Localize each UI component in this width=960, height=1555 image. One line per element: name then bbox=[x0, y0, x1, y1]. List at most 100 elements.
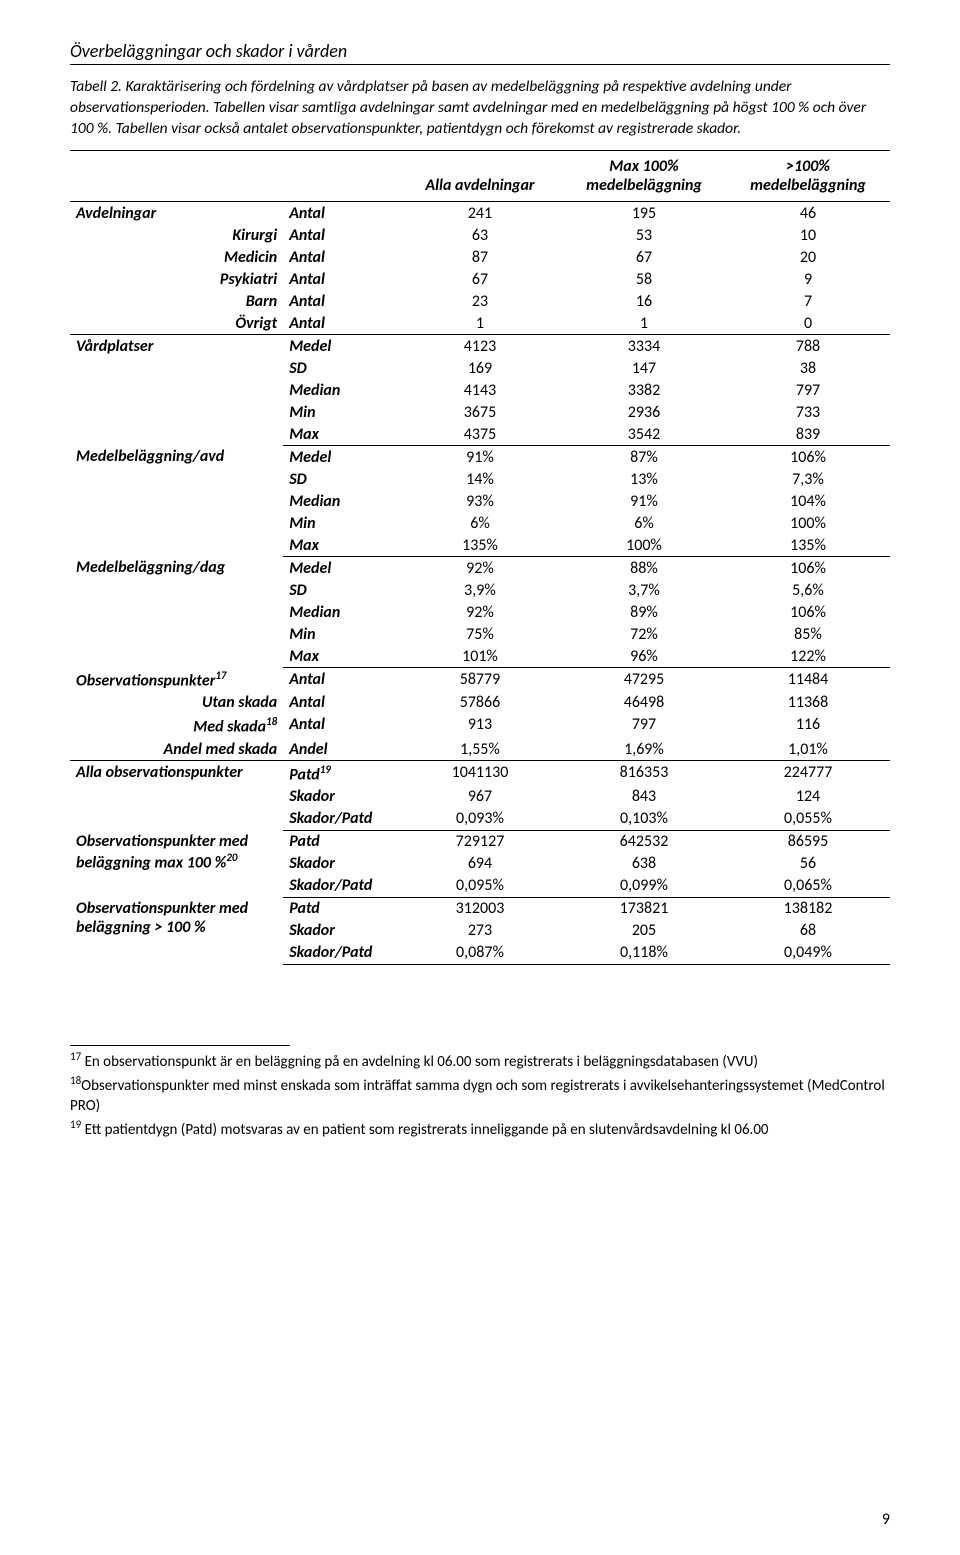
cell-value: 14% bbox=[398, 468, 562, 490]
cell-value: 0,095% bbox=[398, 875, 562, 898]
stat-label: Antal bbox=[283, 268, 398, 290]
stat-label: Skador/Patd bbox=[283, 875, 398, 898]
stat-label: Median bbox=[283, 490, 398, 512]
cell-value: 1 bbox=[562, 312, 726, 335]
cell-value: 68 bbox=[726, 920, 890, 942]
sub-label: Kirurgi bbox=[70, 224, 283, 246]
cell-value: 100% bbox=[562, 534, 726, 557]
stat-label: Patd bbox=[283, 897, 398, 920]
cell-value: 13% bbox=[562, 468, 726, 490]
cell-value: 273 bbox=[398, 920, 562, 942]
stat-label: SD bbox=[283, 579, 398, 601]
stat-label: Medel bbox=[283, 557, 398, 580]
cell-value: 104% bbox=[726, 490, 890, 512]
cell-value: 138182 bbox=[726, 897, 890, 920]
cell-value: 101% bbox=[398, 645, 562, 668]
cell-value: 11368 bbox=[726, 692, 890, 714]
cell-value: 67 bbox=[562, 246, 726, 268]
sub-label: Övrigt bbox=[70, 312, 283, 335]
cell-value: 241 bbox=[398, 202, 562, 225]
cell-value: 58779 bbox=[398, 668, 562, 692]
col-header-max100: Max 100% medelbeläggning bbox=[562, 150, 726, 201]
cell-value: 1041130 bbox=[398, 761, 562, 786]
stat-label: SD bbox=[283, 357, 398, 379]
sub-label: Utan skada bbox=[70, 692, 283, 714]
group-label: Observationspunkter med beläggning max 1… bbox=[70, 830, 283, 897]
cell-value: 4123 bbox=[398, 335, 562, 358]
cell-value: 913 bbox=[398, 714, 562, 738]
group-label: Alla observationspunkter bbox=[70, 761, 283, 830]
cell-value: 100% bbox=[726, 512, 890, 534]
stat-label: Patd19 bbox=[283, 761, 398, 786]
cell-value: 58 bbox=[562, 268, 726, 290]
cell-value: 3,9% bbox=[398, 579, 562, 601]
cell-value: 122% bbox=[726, 645, 890, 668]
cell-value: 135% bbox=[726, 534, 890, 557]
cell-value: 9 bbox=[726, 268, 890, 290]
cell-value: 10 bbox=[726, 224, 890, 246]
col-header-alla: Alla avdelningar bbox=[398, 150, 562, 201]
cell-value: 0 bbox=[726, 312, 890, 335]
cell-value: 47295 bbox=[562, 668, 726, 692]
cell-value: 312003 bbox=[398, 897, 562, 920]
cell-value: 0,049% bbox=[726, 942, 890, 965]
cell-value: 106% bbox=[726, 601, 890, 623]
cell-value: 843 bbox=[562, 786, 726, 808]
col-blank-1 bbox=[283, 150, 398, 201]
cell-value: 0,093% bbox=[398, 808, 562, 831]
cell-value: 92% bbox=[398, 557, 562, 580]
cell-value: 1,69% bbox=[562, 738, 726, 761]
cell-value: 46498 bbox=[562, 692, 726, 714]
cell-value: 7 bbox=[726, 290, 890, 312]
cell-value: 195 bbox=[562, 202, 726, 225]
cell-value: 124 bbox=[726, 786, 890, 808]
cell-value: 224777 bbox=[726, 761, 890, 786]
cell-value: 205 bbox=[562, 920, 726, 942]
cell-value: 3,7% bbox=[562, 579, 726, 601]
sub-label: Psykiatri bbox=[70, 268, 283, 290]
cell-value: 57866 bbox=[398, 692, 562, 714]
cell-value: 0,103% bbox=[562, 808, 726, 831]
cell-value: 4375 bbox=[398, 423, 562, 446]
group-label: Avdelningar bbox=[70, 202, 283, 225]
cell-value: 1,55% bbox=[398, 738, 562, 761]
cell-value: 20 bbox=[726, 246, 890, 268]
cell-value: 63 bbox=[398, 224, 562, 246]
stat-label: Antal bbox=[283, 714, 398, 738]
stat-label: Skador bbox=[283, 853, 398, 875]
cell-value: 7,3% bbox=[726, 468, 890, 490]
cell-value: 88% bbox=[562, 557, 726, 580]
cell-value: 1,01% bbox=[726, 738, 890, 761]
group-label: Observationspunkter med beläggning > 100… bbox=[70, 897, 283, 964]
cell-value: 4143 bbox=[398, 379, 562, 401]
stat-label: Antal bbox=[283, 224, 398, 246]
cell-value: 116 bbox=[726, 714, 890, 738]
page-number: 9 bbox=[882, 1510, 890, 1529]
stat-label: Medel bbox=[283, 446, 398, 469]
stat-label: Antal bbox=[283, 312, 398, 335]
cell-value: 23 bbox=[398, 290, 562, 312]
sub-label: Med skada18 bbox=[70, 714, 283, 738]
stat-label: Andel bbox=[283, 738, 398, 761]
cell-value: 11484 bbox=[726, 668, 890, 692]
cell-value: 106% bbox=[726, 446, 890, 469]
cell-value: 86595 bbox=[726, 830, 890, 853]
sub-label: Andel med skada bbox=[70, 738, 283, 761]
cell-value: 6% bbox=[562, 512, 726, 534]
cell-value: 1 bbox=[398, 312, 562, 335]
stat-label: Antal bbox=[283, 202, 398, 225]
group-label: Vårdplatser bbox=[70, 335, 283, 446]
cell-value: 169 bbox=[398, 357, 562, 379]
cell-value: 53 bbox=[562, 224, 726, 246]
cell-value: 638 bbox=[562, 853, 726, 875]
cell-value: 56 bbox=[726, 853, 890, 875]
cell-value: 173821 bbox=[562, 897, 726, 920]
footnotes: 17 En observationspunkt är en beläggning… bbox=[70, 1045, 890, 1141]
cell-value: 67 bbox=[398, 268, 562, 290]
cell-value: 85% bbox=[726, 623, 890, 645]
stat-label: Median bbox=[283, 601, 398, 623]
stat-label: Min bbox=[283, 623, 398, 645]
stat-label: Max bbox=[283, 423, 398, 446]
cell-value: 75% bbox=[398, 623, 562, 645]
cell-value: 839 bbox=[726, 423, 890, 446]
